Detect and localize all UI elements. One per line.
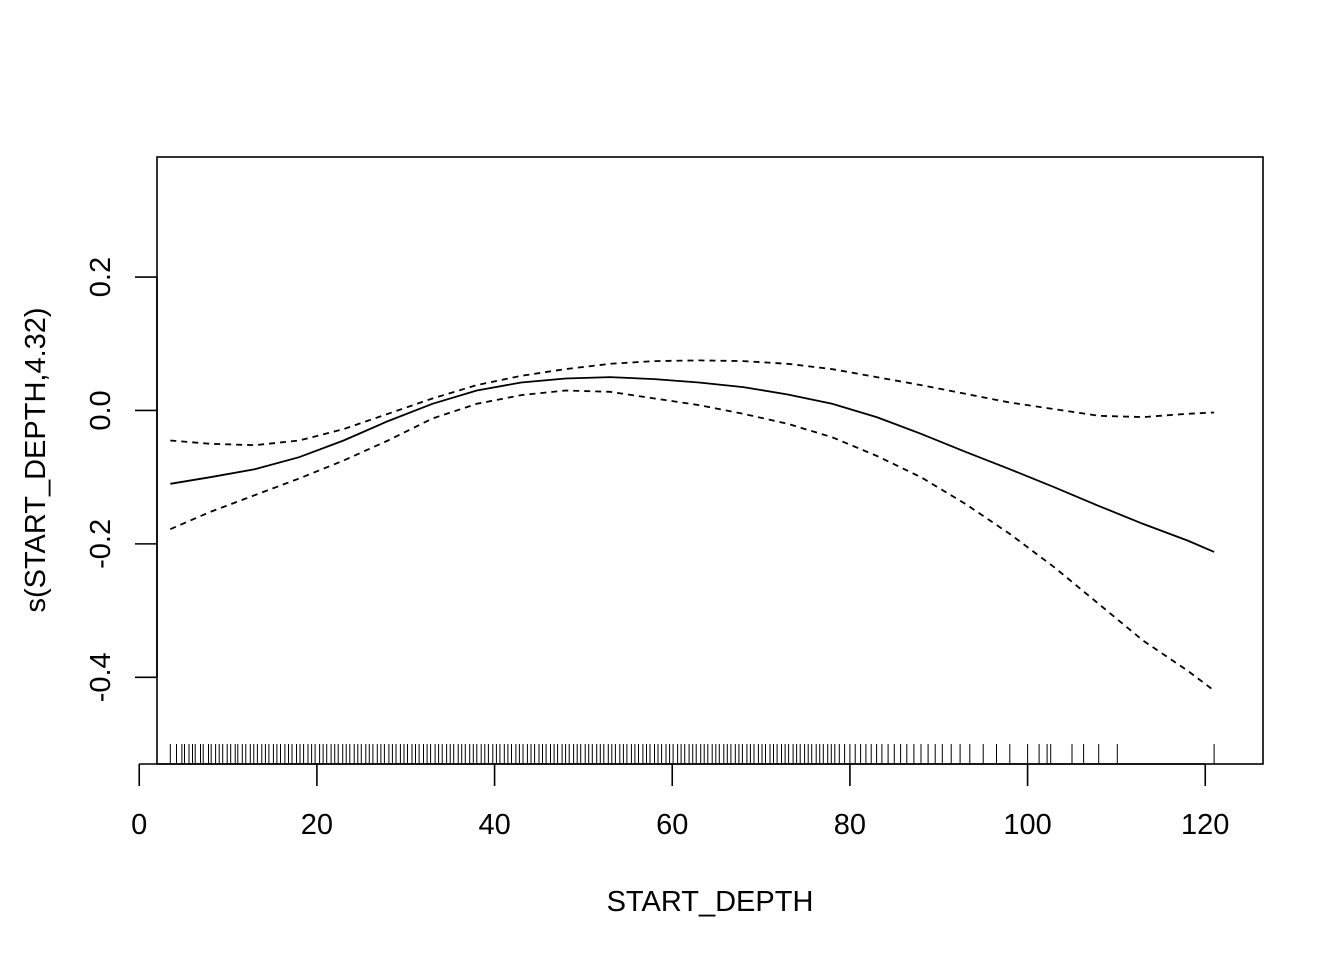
x-axis-title: START_DEPTH (607, 886, 814, 918)
y-axis: -0.4 -0.2 0.0 0.2 (85, 257, 158, 702)
y-tick-label: 0.0 (85, 390, 117, 430)
x-axis: 0 20 40 60 80 100 120 (131, 763, 1229, 841)
y-tick-label: -0.2 (85, 519, 117, 569)
x-tick-label: 20 (301, 809, 333, 841)
series-layer (169, 359, 1215, 692)
smooth-fit-line (170, 376, 1215, 553)
x-tick-label: 100 (1003, 809, 1051, 841)
plot-frame (156, 156, 1264, 765)
rug-layer (169, 744, 1215, 764)
upper-confidence-line (170, 359, 1215, 447)
y-tick-label: 0.2 (85, 257, 117, 297)
y-axis-title: s(START_DEPTH,4.32) (20, 307, 52, 612)
x-tick-label: 40 (478, 809, 510, 841)
x-tick-label: 120 (1181, 809, 1229, 841)
x-tick-label: 80 (834, 809, 866, 841)
x-tick-label: 60 (656, 809, 688, 841)
lower-confidence-line (169, 389, 1215, 692)
y-tick-label: -0.4 (85, 652, 117, 702)
x-tick-label: 0 (131, 809, 147, 841)
